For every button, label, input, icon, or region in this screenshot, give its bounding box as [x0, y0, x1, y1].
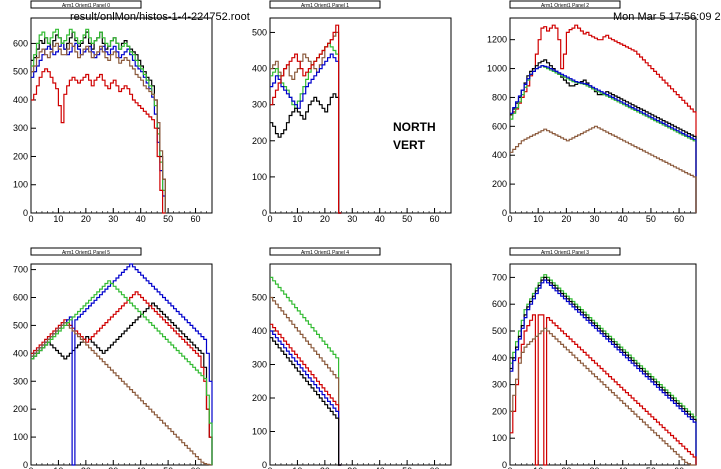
x-tick-label: 60 [191, 214, 201, 224]
file-path-label: result/onlMon/histos-1-4-224752.root [70, 11, 250, 23]
y-tick-label: 400 [13, 95, 28, 105]
y-tick-label: 500 [13, 320, 28, 330]
chart-title: Arm1 Orient1 Panel 3 [541, 250, 589, 256]
y-tick-label: 200 [13, 151, 28, 161]
x-tick-label: 10 [53, 214, 63, 224]
x-tick-label: 20 [561, 214, 571, 224]
y-tick-label: 0 [262, 460, 267, 469]
y-tick-label: 0 [262, 208, 267, 218]
chart-title: Arm1 Orient1 Panel 1 [301, 3, 349, 9]
x-tick-label: 60 [674, 214, 684, 224]
series-line-3 [31, 43, 165, 213]
y-tick-label: 0 [502, 208, 507, 218]
annotation-north: NORTH [393, 120, 436, 134]
y-tick-label: 200 [13, 404, 28, 414]
y-tick-label: 100 [13, 432, 28, 442]
plot-frame [270, 18, 451, 213]
y-tick-label: 600 [492, 299, 507, 309]
y-tick-label: 300 [492, 380, 507, 390]
chart-panel-0: Arm1 Orient1 Panel 00 10 20 30 40 50 600100200… [13, 1, 212, 224]
chart-panel-2: Arm1 Orient1 Panel 20 10 20 30 40 50 600200400… [487, 1, 696, 224]
x-tick-label: 30 [347, 214, 357, 224]
y-tick-label: 400 [13, 348, 28, 358]
y-tick-label: 400 [252, 326, 267, 336]
chart-panel-5: Arm1 Orient1 Panel 301020304050600100200… [492, 248, 696, 469]
y-tick-label: 400 [492, 353, 507, 363]
series-line-0 [510, 25, 696, 213]
x-tick-label: 50 [163, 214, 173, 224]
series-line-3 [270, 94, 341, 213]
y-tick-label: 600 [13, 293, 28, 303]
series-line-2 [270, 324, 341, 465]
y-tick-label: 100 [492, 433, 507, 443]
chart-title: Arm1 Orient1 Panel 2 [541, 3, 589, 9]
y-tick-label: 600 [13, 38, 28, 48]
x-tick-label: 50 [646, 214, 656, 224]
series-line-2 [31, 29, 165, 213]
x-tick-label: 30 [590, 214, 600, 224]
chart-panel-1: Arm1 Orient1 Panel 1 0 10 20 30 40 50 60 0 100 200… [252, 1, 451, 224]
y-tick-label: 300 [252, 360, 267, 370]
x-tick-label: 20 [81, 214, 91, 224]
chart-title: Arm1 Orient1 Panel 4 [301, 250, 349, 256]
y-tick-label: 500 [492, 326, 507, 336]
y-tick-label: 700 [492, 272, 507, 282]
x-tick-label: 0 [267, 214, 272, 224]
y-tick-label: 0 [23, 460, 28, 469]
annotation-vert: VERT [393, 138, 425, 152]
y-tick-label: 1200 [487, 35, 507, 45]
chart-title: Arm1 Orient1 Panel 5 [62, 250, 110, 256]
series-line-0 [270, 32, 341, 213]
chart-panel-3: Arm1 Orient1 Panel 501020304050600100200… [13, 248, 212, 469]
x-tick-label: 10 [292, 214, 302, 224]
y-tick-label: 100 [252, 172, 267, 182]
x-tick-label: 50 [402, 214, 412, 224]
chart-panel-4: Arm1 Orient1 Panel 4 0 10 20 30 40 50 60 0 100 200… [252, 248, 451, 469]
y-tick-label: 400 [492, 150, 507, 160]
y-tick-label: 600 [492, 121, 507, 131]
y-tick-label: 100 [13, 180, 28, 190]
y-tick-label: 200 [492, 406, 507, 416]
y-tick-label: 400 [252, 64, 267, 74]
x-tick-label: 60 [430, 214, 440, 224]
x-tick-label: 0 [507, 214, 512, 224]
series-line-3 [31, 323, 212, 465]
y-tick-label: 500 [13, 67, 28, 77]
y-tick-label: 300 [13, 376, 28, 386]
x-tick-label: 20 [320, 214, 330, 224]
y-tick-label: 300 [13, 123, 28, 133]
series-line-3 [510, 66, 696, 213]
y-tick-label: 500 [252, 27, 267, 37]
y-tick-label: 200 [252, 393, 267, 403]
y-tick-label: 700 [13, 265, 28, 275]
y-tick-label: 200 [252, 136, 267, 146]
y-tick-label: 1000 [487, 64, 507, 74]
series-line-0 [31, 32, 165, 213]
x-tick-label: 40 [375, 214, 385, 224]
series-line-1 [270, 43, 341, 213]
x-tick-label: 10 [533, 214, 543, 224]
y-tick-label: 200 [492, 179, 507, 189]
x-tick-label: 30 [108, 214, 118, 224]
x-tick-label: 0 [28, 214, 33, 224]
chart-title: Arm1 Orient1 Panel 0 [62, 3, 110, 9]
y-tick-label: 800 [492, 92, 507, 102]
x-tick-label: 40 [136, 214, 146, 224]
y-tick-label: 100 [252, 427, 267, 437]
x-tick-label: 40 [618, 214, 628, 224]
timestamp-label: Mon Mar 5 17:56:09 2007 [613, 11, 721, 23]
series-line-2 [510, 66, 696, 213]
y-tick-label: 0 [23, 208, 28, 218]
y-tick-label: 0 [502, 460, 507, 469]
y-tick-label: 500 [252, 293, 267, 303]
series-line-4 [510, 126, 696, 213]
y-tick-label: 300 [252, 100, 267, 110]
series-line-4 [31, 69, 165, 213]
series-line-1 [31, 43, 165, 213]
